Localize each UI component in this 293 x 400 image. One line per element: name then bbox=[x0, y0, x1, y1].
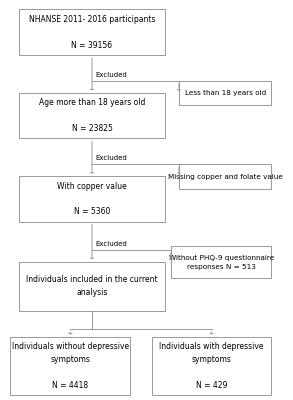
FancyBboxPatch shape bbox=[11, 337, 130, 395]
FancyBboxPatch shape bbox=[18, 93, 166, 138]
Text: Excluded: Excluded bbox=[95, 156, 127, 162]
Text: Excluded: Excluded bbox=[95, 72, 127, 78]
Text: Individuals included in the current
analysis: Individuals included in the current anal… bbox=[26, 276, 158, 297]
Text: Excluded: Excluded bbox=[95, 241, 127, 247]
Text: Individuals with depressive
symptoms

N = 429: Individuals with depressive symptoms N =… bbox=[159, 342, 264, 390]
FancyBboxPatch shape bbox=[152, 337, 271, 395]
Text: Less than 18 years old: Less than 18 years old bbox=[185, 90, 266, 96]
FancyBboxPatch shape bbox=[18, 262, 166, 311]
Text: Individuals without depressive
symptoms

N = 4418: Individuals without depressive symptoms … bbox=[12, 342, 129, 390]
Text: Age more than 18 years old

N = 23825: Age more than 18 years old N = 23825 bbox=[39, 98, 145, 133]
FancyBboxPatch shape bbox=[18, 9, 166, 55]
FancyBboxPatch shape bbox=[18, 176, 166, 222]
Text: Without PHQ-9 questionnaire
responses N = 513: Without PHQ-9 questionnaire responses N … bbox=[168, 255, 274, 270]
Text: Missing copper and folate value: Missing copper and folate value bbox=[168, 174, 283, 180]
FancyBboxPatch shape bbox=[179, 81, 271, 106]
Text: NHANSE 2011- 2016 participants

N = 39156: NHANSE 2011- 2016 participants N = 39156 bbox=[29, 15, 155, 50]
FancyBboxPatch shape bbox=[171, 246, 271, 278]
FancyBboxPatch shape bbox=[179, 164, 271, 189]
Text: With copper value

N = 5360: With copper value N = 5360 bbox=[57, 182, 127, 216]
